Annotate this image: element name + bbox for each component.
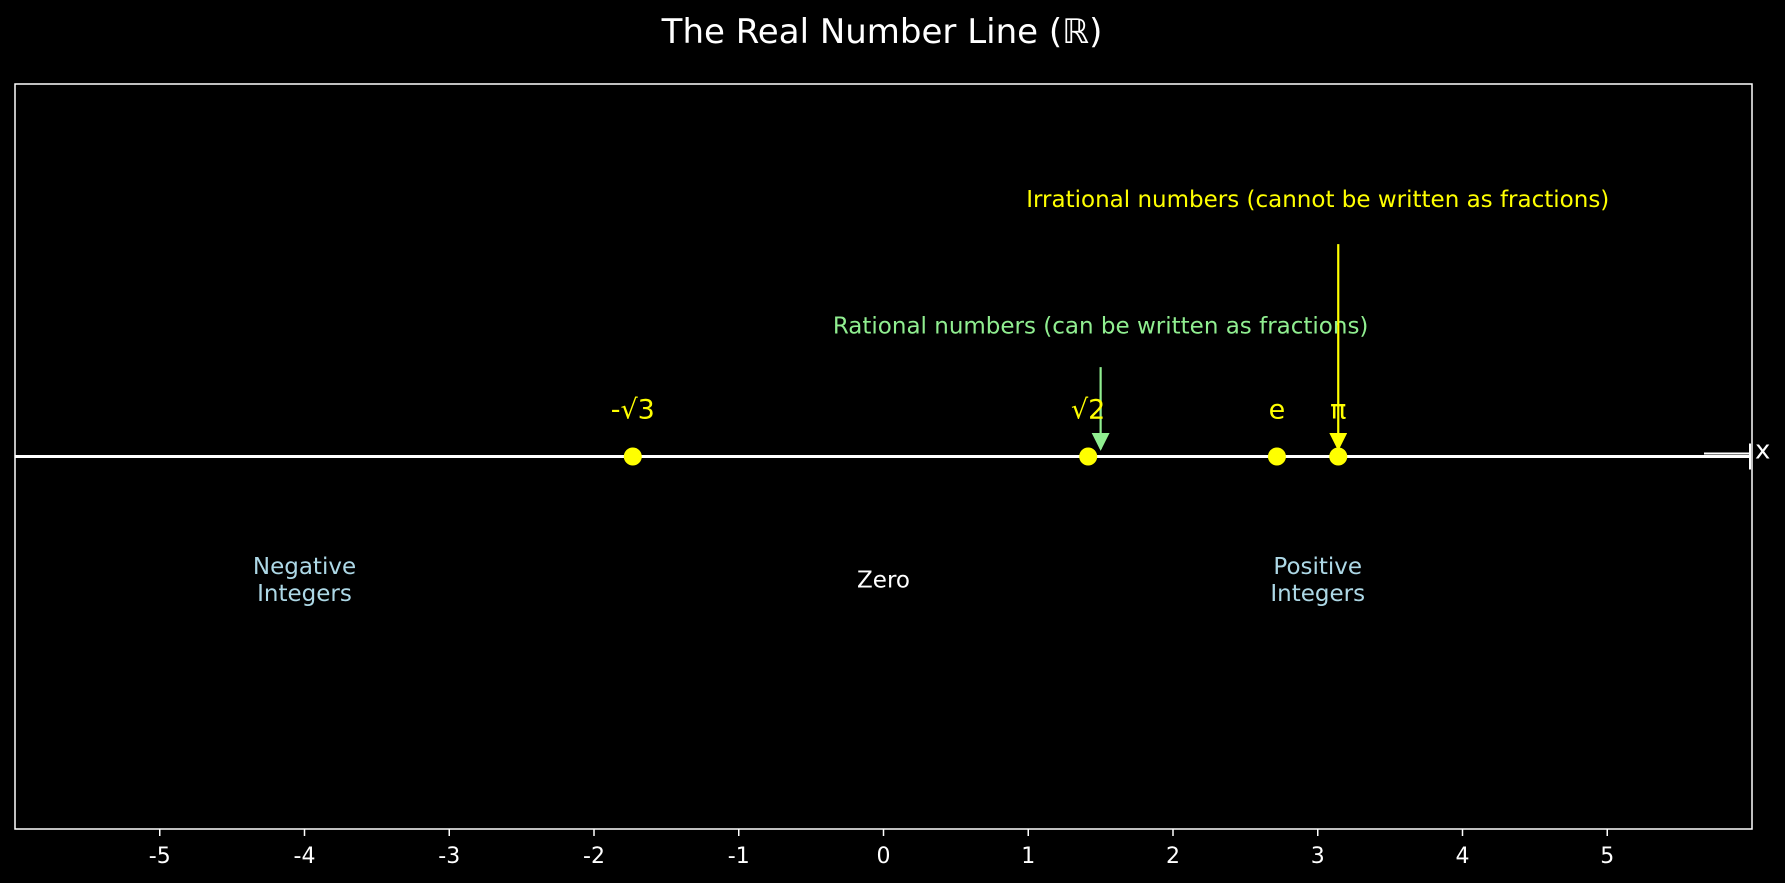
data-point-label: √2 — [1071, 395, 1105, 426]
data-point — [1267, 447, 1286, 466]
x-tick-label: -4 — [294, 844, 316, 869]
x-tick-label: 1 — [1021, 844, 1035, 869]
x-tick-label: 5 — [1600, 844, 1614, 869]
data-point-label: -√3 — [611, 395, 655, 426]
region-label-line: Negative — [253, 554, 356, 580]
x-tick-label: -2 — [583, 844, 605, 869]
region-label-line: Integers — [1270, 581, 1365, 607]
data-point — [623, 447, 642, 466]
chart-title: The Real Number Line (ℝ) — [661, 12, 1103, 52]
x-tick-label: 3 — [1311, 844, 1325, 869]
x-tick-label: 2 — [1166, 844, 1180, 869]
data-point — [1079, 447, 1098, 466]
x-tick-label: -1 — [728, 844, 750, 869]
plot-area: -5 -4 -3 -2 -1 0 1 2 3 4 5 x Rational numbers (can b… — [14, 83, 1770, 869]
x-tick-label: 0 — [877, 844, 891, 869]
annotation-text: Irrational numbers (cannot be written as… — [1026, 187, 1609, 213]
annotation-text: Rational numbers (can be written as frac… — [833, 314, 1369, 340]
data-point — [1329, 447, 1348, 466]
x-tick-label: -5 — [149, 844, 171, 869]
region-label-line: Positive — [1273, 554, 1362, 580]
x-tick-label: 4 — [1456, 844, 1470, 869]
data-point-label: e — [1269, 395, 1286, 426]
axis-end-label: x — [1755, 436, 1770, 466]
region-label-line: Integers — [257, 581, 352, 607]
data-point-label: π — [1330, 395, 1346, 426]
x-tick-label: -3 — [438, 844, 460, 869]
region-label-line: Zero — [857, 567, 910, 593]
